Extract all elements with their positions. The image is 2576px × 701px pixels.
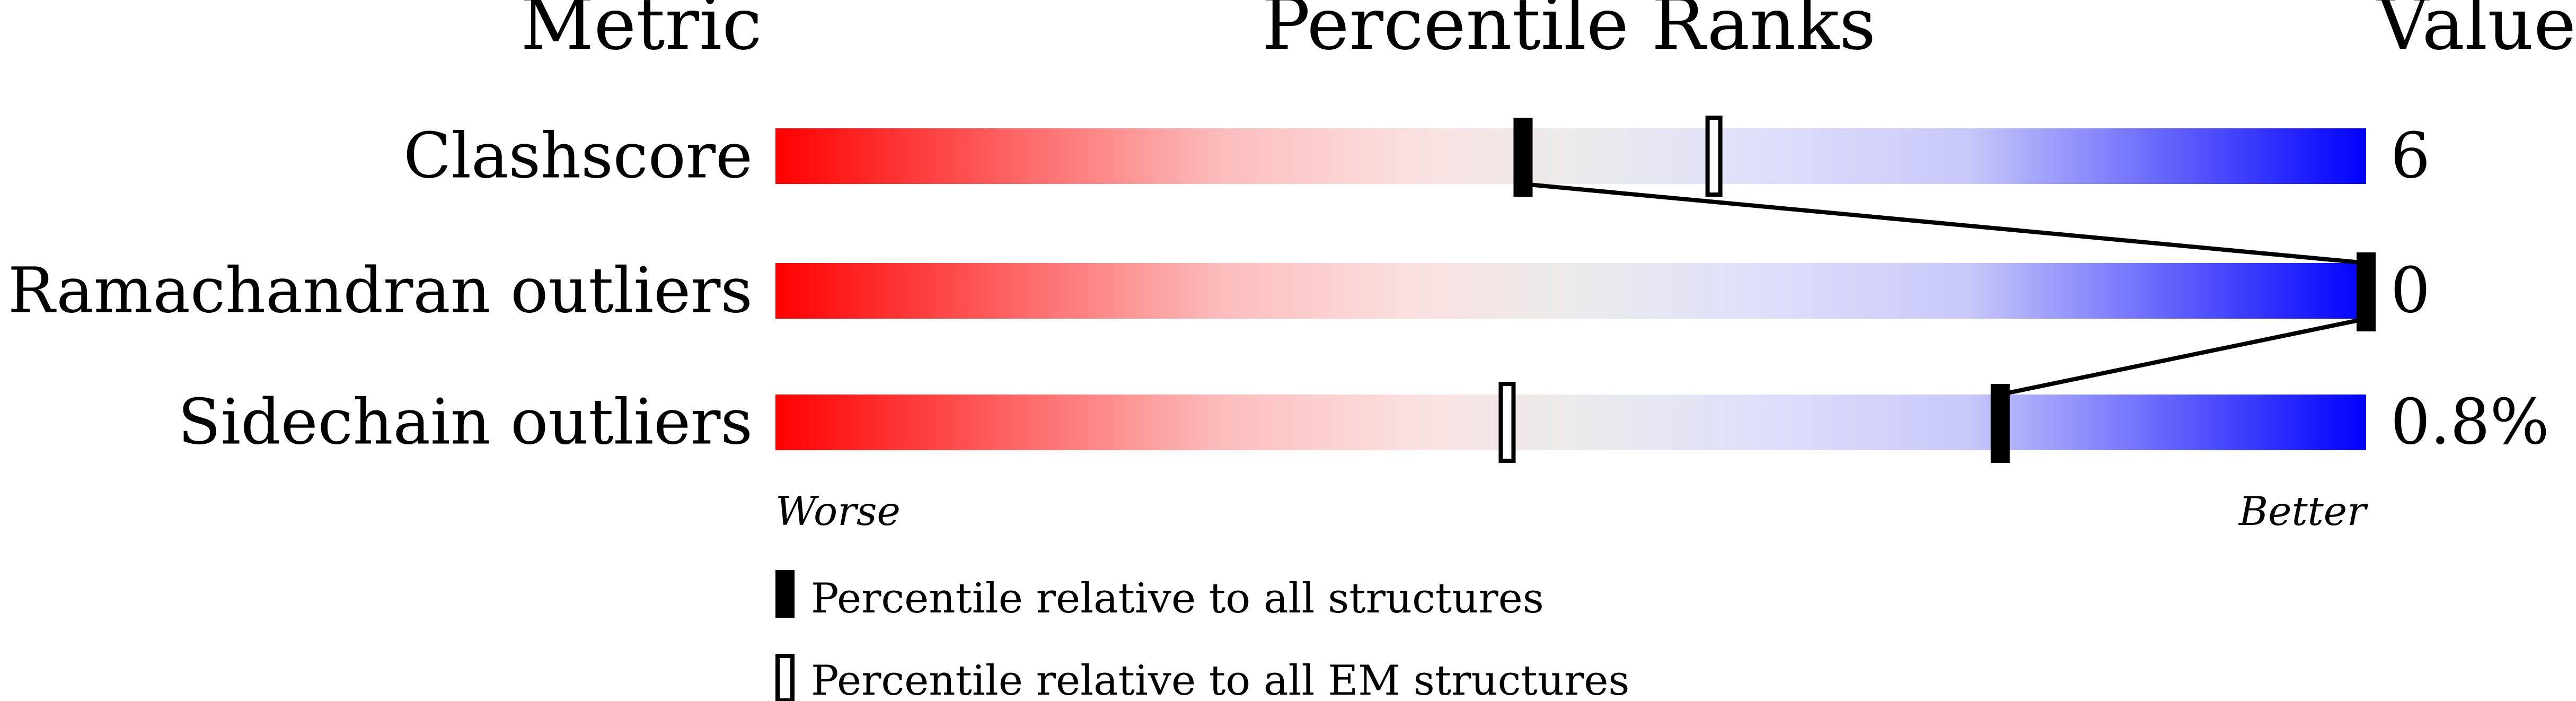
- chart-title: Percentile Ranks: [1262, 0, 1876, 66]
- metric-label: Sidechain outliers: [178, 385, 753, 459]
- metric-value: 6: [2390, 119, 2430, 192]
- legend-em-structures: Percentile relative to all EM structures: [811, 657, 1629, 701]
- legend-all-structures: Percentile relative to all structures: [811, 575, 1544, 623]
- metric-label: Ramachandran outliers: [8, 254, 753, 327]
- all-percentile-marker: [1990, 384, 2010, 463]
- legend-hollow-marker-icon: [775, 654, 795, 701]
- percentile-bar: [775, 395, 2366, 450]
- worse-label: Worse: [775, 488, 901, 534]
- better-label: Better: [2238, 488, 2368, 534]
- legend-filled-marker-icon: [775, 570, 795, 618]
- metric-value: 0.8%: [2390, 385, 2549, 459]
- connector-line: [1999, 317, 2367, 397]
- percentile-bar: [775, 263, 2366, 319]
- header-value: Value: [2376, 0, 2576, 66]
- em-percentile-marker: [1498, 382, 1516, 463]
- header-metric: Metric: [521, 0, 762, 66]
- metric-value: 0: [2390, 254, 2430, 327]
- connector-line: [1523, 182, 2367, 265]
- em-percentile-marker: [1705, 116, 1723, 197]
- metric-label: Clashscore: [403, 119, 753, 192]
- percentile-bar: [775, 128, 2366, 184]
